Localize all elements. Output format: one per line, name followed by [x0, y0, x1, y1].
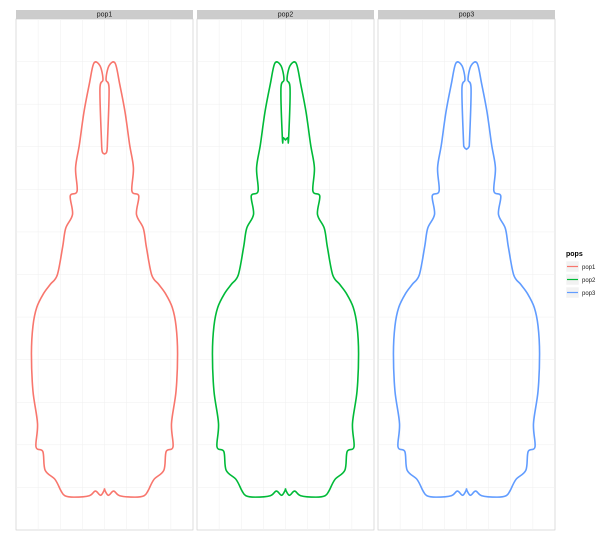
- legend-label-pop2: pop2: [582, 278, 596, 284]
- legend-label-pop1: pop1: [582, 265, 596, 271]
- legend-key-pop3: pop3: [565, 286, 596, 299]
- facet-panel-pop1: pop1: [15, 10, 194, 531]
- facet-strip-pop3: [378, 10, 555, 19]
- gridlines: [16, 19, 193, 530]
- panels: pop1 pop2 pop3: [15, 10, 556, 531]
- legend: pops pop1 pop2 pop3: [565, 251, 596, 299]
- gridlines: [197, 19, 374, 530]
- gridlines: [378, 19, 555, 530]
- facet-strip-pop1: [16, 10, 193, 19]
- legend-label-pop3: pop3: [582, 291, 596, 297]
- facet-strip-label-pop3: pop3: [459, 12, 475, 19]
- legend-key-pop1: pop1: [565, 260, 596, 273]
- facet-strip-label-pop1: pop1: [97, 12, 113, 19]
- facet-strip-pop2: [197, 10, 374, 19]
- legend-key-pop2: pop2: [565, 273, 596, 286]
- outline-series-pop3: [392, 61, 541, 498]
- outline-series-pop2: [211, 61, 360, 498]
- facet-panel-pop3: pop3: [377, 10, 556, 531]
- legend-title: pops: [566, 251, 583, 258]
- outline-series-pop1: [30, 61, 179, 498]
- facet-strip-label-pop2: pop2: [278, 12, 294, 19]
- facet-panel-pop2: pop2: [196, 10, 375, 531]
